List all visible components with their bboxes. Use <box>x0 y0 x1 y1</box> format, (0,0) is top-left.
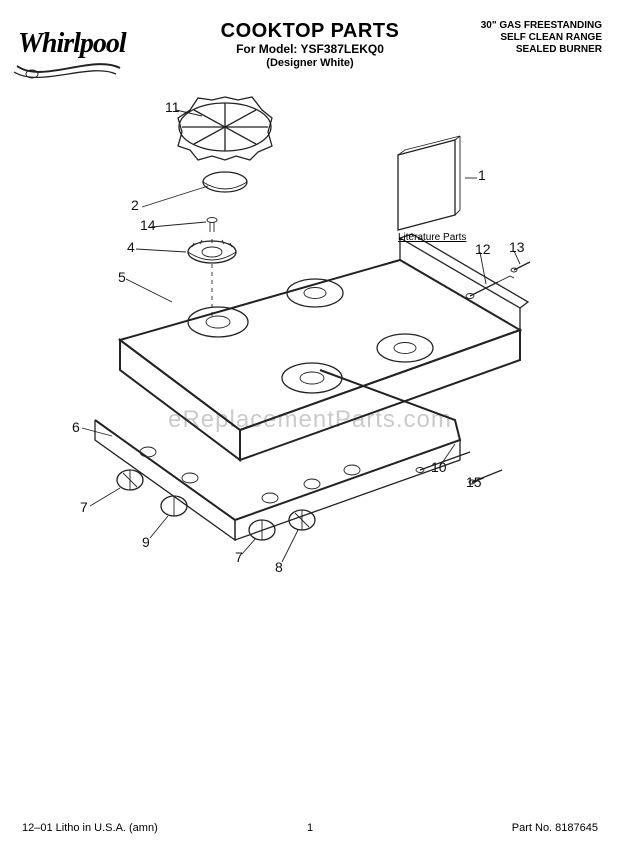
burner-grate <box>176 97 272 160</box>
callout-2: 2 <box>131 197 139 213</box>
callout-4: 4 <box>127 239 135 255</box>
manifold-panel <box>82 370 460 540</box>
footer-left: 12–01 Litho in U.S.A. (amn) <box>22 822 158 834</box>
page: Whirlpool COOKTOP PARTS For Model: YSF38… <box>0 0 620 856</box>
callout-6: 6 <box>72 419 80 435</box>
callout-7a: 7 <box>80 499 88 515</box>
callout-13: 13 <box>509 239 525 255</box>
callout-11: 11 <box>165 99 180 115</box>
callout-7b: 7 <box>235 549 243 565</box>
literature-card <box>398 136 477 230</box>
burner-head <box>136 239 236 263</box>
callout-8: 8 <box>275 559 283 575</box>
footer-partno: Part No. 8187645 <box>512 822 598 834</box>
burner-cap <box>142 172 247 207</box>
callout-5: 5 <box>118 269 126 285</box>
literature-label: Literature Parts <box>398 232 466 243</box>
callout-14: 14 <box>140 217 156 233</box>
cap-screw <box>151 218 217 233</box>
callout-1: 1 <box>478 167 486 183</box>
callout-10: 10 <box>431 459 447 475</box>
exploded-diagram <box>0 0 620 856</box>
callout-9: 9 <box>142 534 150 550</box>
cooktop-body <box>120 234 528 460</box>
callout-12: 12 <box>475 241 491 257</box>
callout-15: 15 <box>466 474 482 490</box>
footer-page-no: 1 <box>307 822 313 834</box>
